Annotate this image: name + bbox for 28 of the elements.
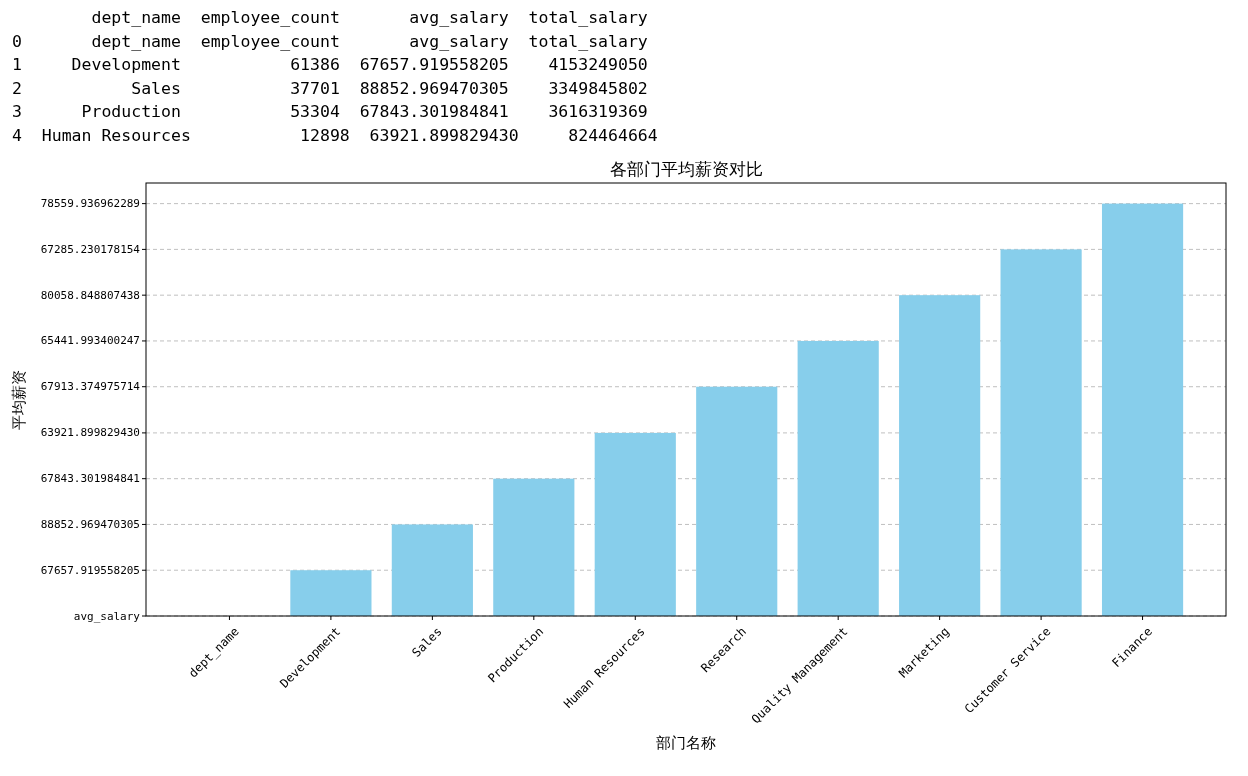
text: 4 Human Resources 12898 63921.899829430 824464664	[12, 125, 658, 145]
x-axis-title: 部门名称	[656, 734, 716, 752]
text: dept_name employee_count avg_salary total_salary	[12, 8, 648, 27]
text: 2 Sales 37701 88852.969470305 3349845802	[12, 78, 648, 98]
text: 78559.936962289	[40, 197, 140, 211]
bar	[797, 340, 879, 616]
bar	[493, 478, 575, 616]
text: avg_salary	[73, 609, 141, 623]
bar	[594, 432, 676, 616]
text: 1 Development 61386 67657.919558205 4153249050	[12, 55, 648, 74]
bar	[1101, 203, 1184, 616]
text: 63921.899829430	[40, 426, 140, 440]
text: 0 dept_name employee_count avg_salary total_salary	[12, 31, 648, 51]
bar	[696, 386, 778, 616]
chart-title: 各部门平均薪资对比	[609, 159, 763, 179]
text: 3 Production 53304 67843.301984841 3616319369	[12, 102, 648, 121]
bar	[391, 524, 473, 616]
text: 67285.230178154	[40, 242, 141, 256]
text: 67913.374975714	[40, 380, 141, 394]
text: 67843.301984841	[40, 472, 140, 486]
text: 80058.848807438	[40, 288, 140, 302]
bar	[290, 570, 372, 616]
text: 65441.993400247	[40, 334, 140, 348]
text: 88852.969470305	[40, 517, 140, 531]
text: 平均薪资	[10, 369, 28, 430]
bar	[1000, 249, 1082, 616]
text: 67657.919558205	[40, 563, 140, 577]
bar	[899, 295, 981, 616]
